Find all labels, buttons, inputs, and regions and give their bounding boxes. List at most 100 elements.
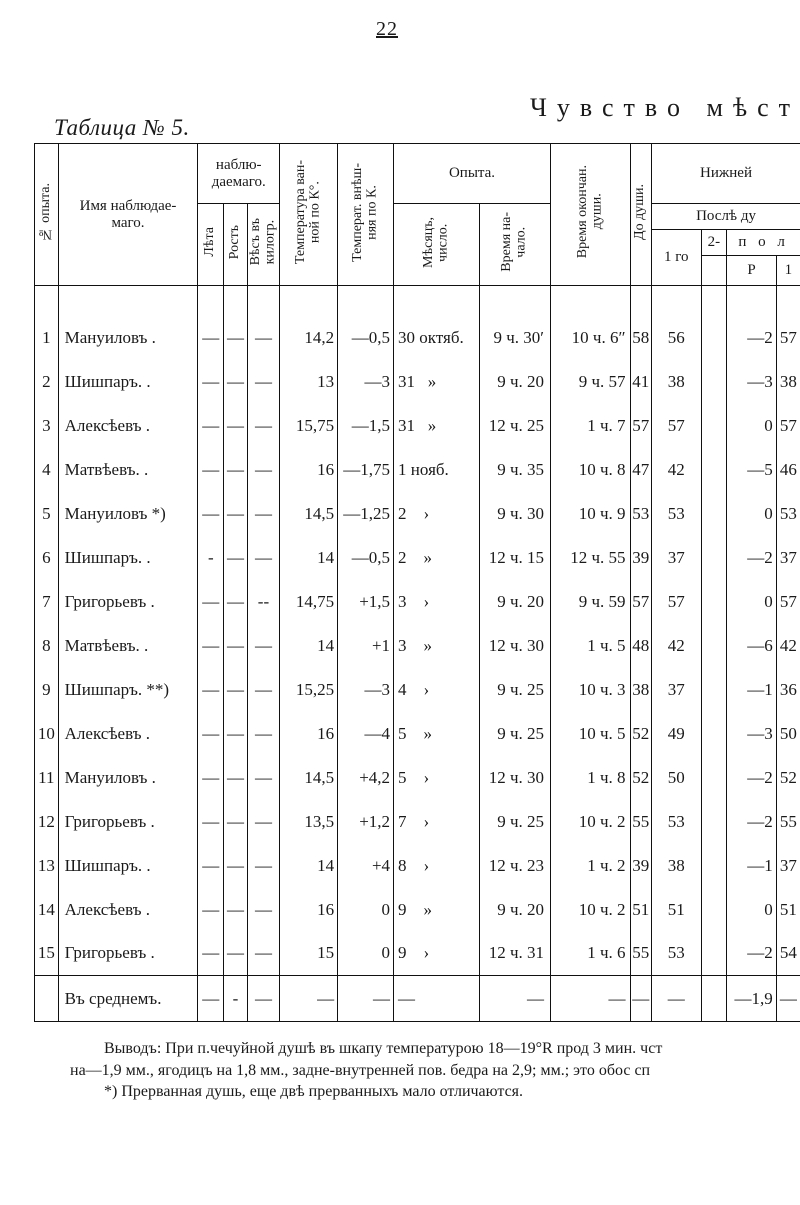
table-row: Въ среднемъ.—-—————————1,9— [35, 976, 800, 1022]
cell: Мануиловъ . [58, 756, 198, 800]
cell: —2 [727, 536, 776, 580]
cell: 57 [776, 580, 800, 624]
cell: +1,2 [338, 800, 394, 844]
cell: 8 [35, 624, 59, 668]
cell: — [224, 360, 248, 404]
cell: Шишпаръ. **) [58, 668, 198, 712]
cell: —6 [727, 624, 776, 668]
cell: 55 [630, 932, 652, 976]
cell [701, 286, 727, 360]
cell: —0,5 [338, 286, 394, 360]
h-1go: 1 го [652, 247, 700, 268]
cell: 9 › [394, 932, 480, 976]
cell: — [198, 756, 224, 800]
h-posle: Послѣ ду [652, 206, 800, 227]
cell: 15 [35, 932, 59, 976]
cell: 3 » [394, 624, 480, 668]
cell: — [247, 756, 279, 800]
cell: Въ среднемъ. [58, 976, 198, 1022]
cell: 2 [35, 360, 59, 404]
main-title: Чувство мѣст [530, 93, 800, 141]
cell: 3 [35, 404, 59, 448]
cell: 48 [630, 624, 652, 668]
h-pol: п о л [727, 232, 800, 253]
cell: 5 › [394, 756, 480, 800]
cell: 9 ч. 57 [551, 360, 631, 404]
cell: — [247, 360, 279, 404]
cell: — [198, 668, 224, 712]
cell: —1 [727, 844, 776, 888]
cell: 41 [630, 360, 652, 404]
h-opyt-no: № опыта. [39, 179, 54, 245]
cell: 1 [35, 286, 59, 360]
cell [701, 668, 727, 712]
cell: 12 ч. 55 [551, 536, 631, 580]
cell: 12 ч. 23 [480, 844, 551, 888]
cell: - [224, 976, 248, 1022]
h-nabl: наблю- даемаго. [198, 155, 279, 193]
cell: 38 [652, 360, 701, 404]
fn-l1: Выводъ: При п.чечуйной душѣ въ шкапу тем… [104, 1040, 662, 1057]
cell: 14,5 [280, 492, 338, 536]
cell: 30 октяб. [394, 286, 480, 360]
cell: 16 [280, 712, 338, 756]
cell: — [198, 800, 224, 844]
cell: — [247, 404, 279, 448]
cell: — [198, 580, 224, 624]
cell [701, 712, 727, 756]
cell: —5 [727, 448, 776, 492]
cell: Григорьевъ . [58, 800, 198, 844]
h-opyta: Опыта. [394, 163, 550, 184]
cell: +4,2 [338, 756, 394, 800]
cell: 1 ч. 8 [551, 756, 631, 800]
cell: 12 ч. 15 [480, 536, 551, 580]
cell: 2 » [394, 536, 480, 580]
cell: Алексѣевъ . [58, 404, 198, 448]
table-row: 11Мануиловъ .———14,5+4,25 ›12 ч. 301 ч. … [35, 756, 800, 800]
cell: 14,5 [280, 756, 338, 800]
table-row: 14Алексѣевъ .———1609 »9 ч. 2010 ч. 25151… [35, 888, 800, 932]
h-dod: До души. [633, 180, 648, 244]
cell: — [394, 976, 480, 1022]
cell: — [224, 624, 248, 668]
cell [701, 624, 727, 668]
cell: — [224, 286, 248, 360]
cell: 57 [776, 286, 800, 360]
cell: 14,2 [280, 286, 338, 360]
cell: — [338, 976, 394, 1022]
cell: 12 ч. 30 [480, 756, 551, 800]
table-row: 2Шишпаръ. .———13—331 »9 ч. 209 ч. 574138… [35, 360, 800, 404]
cell: Шишпаръ. . [58, 536, 198, 580]
cell: Григорьевъ . [58, 580, 198, 624]
cell [701, 756, 727, 800]
cell: —1,75 [338, 448, 394, 492]
cell: 0 [727, 888, 776, 932]
cell: 10 ч. 9 [551, 492, 631, 536]
cell: Матвѣевъ. . [58, 624, 198, 668]
cell [701, 844, 727, 888]
cell: — [247, 844, 279, 888]
cell [701, 800, 727, 844]
cell: — [224, 888, 248, 932]
cell: —1,25 [338, 492, 394, 536]
cell: 9 ч. 25 [480, 712, 551, 756]
cell: — [480, 976, 551, 1022]
cell: 50 [652, 756, 701, 800]
cell: 52 [776, 756, 800, 800]
cell: 7 [35, 580, 59, 624]
cell [701, 976, 727, 1022]
cell: 10 ч. 6″ [551, 286, 631, 360]
cell: +1 [338, 624, 394, 668]
h-nizh: Нижней [652, 163, 800, 184]
cell: 5 [35, 492, 59, 536]
cell: 9 ч. 30 [480, 492, 551, 536]
cell: Мануиловъ *) [58, 492, 198, 536]
cell: 5 » [394, 712, 480, 756]
cell: 0 [727, 580, 776, 624]
cell: Шишпаръ. . [58, 360, 198, 404]
cell: — [224, 580, 248, 624]
cell: 0 [727, 404, 776, 448]
cell: Шишпаръ. . [58, 844, 198, 888]
cell: 16 [280, 448, 338, 492]
table-row: 1Мануиловъ .———14,2—0,530 октяб.9 ч. 30′… [35, 286, 800, 360]
